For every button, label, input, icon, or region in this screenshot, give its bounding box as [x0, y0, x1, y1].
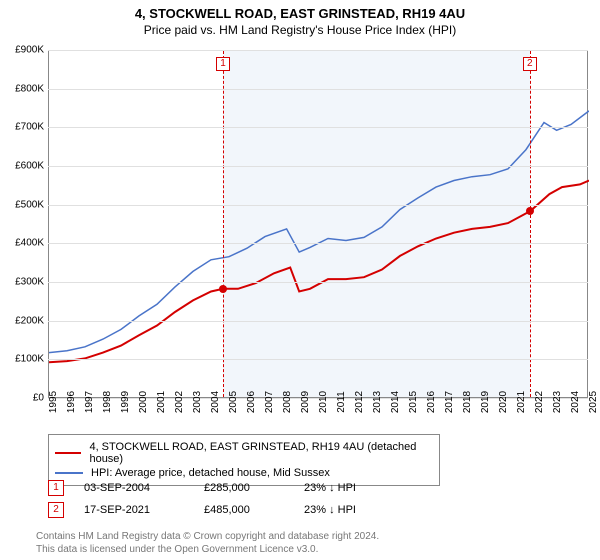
y-tick-label: £900K — [15, 45, 44, 56]
y-tick-label: £500K — [15, 199, 44, 210]
x-tick-label: 2019 — [480, 391, 491, 413]
y-gridline — [48, 50, 588, 51]
x-tick-label: 2023 — [552, 391, 563, 413]
sale-marker-box: 1 — [48, 480, 64, 496]
marker-vline — [223, 51, 224, 397]
sale-delta: 23% ↓ HPI — [304, 504, 356, 516]
chart-subtitle: Price paid vs. HM Land Registry's House … — [0, 23, 600, 37]
y-gridline — [48, 205, 588, 206]
x-tick-label: 2013 — [372, 391, 383, 413]
y-gridline — [48, 359, 588, 360]
sale-delta: 23% ↓ HPI — [304, 482, 356, 494]
sale-price: £485,000 — [204, 504, 284, 516]
chart-plot-area: 12 — [48, 50, 588, 398]
y-tick-label: £300K — [15, 277, 44, 288]
chart-title: 4, STOCKWELL ROAD, EAST GRINSTEAD, RH19 … — [0, 6, 600, 21]
y-gridline — [48, 282, 588, 283]
x-tick-label: 2005 — [228, 391, 239, 413]
legend: 4, STOCKWELL ROAD, EAST GRINSTEAD, RH19 … — [48, 434, 440, 486]
x-tick-label: 2017 — [444, 391, 455, 413]
x-tick-label: 2015 — [408, 391, 419, 413]
y-gridline — [48, 166, 588, 167]
x-tick-label: 2022 — [534, 391, 545, 413]
y-tick-label: £600K — [15, 161, 44, 172]
y-tick-label: £0 — [33, 393, 44, 404]
y-gridline — [48, 89, 588, 90]
x-tick-label: 2018 — [462, 391, 473, 413]
x-tick-label: 1996 — [66, 391, 77, 413]
legend-swatch — [55, 452, 81, 454]
legend-item: HPI: Average price, detached house, Mid … — [55, 467, 433, 479]
y-tick-label: £800K — [15, 83, 44, 94]
x-tick-label: 2010 — [318, 391, 329, 413]
series-hpi — [49, 111, 589, 353]
x-tick-label: 2006 — [246, 391, 257, 413]
x-tick-label: 2024 — [570, 391, 581, 413]
footer-line: This data is licensed under the Open Gov… — [36, 544, 379, 557]
sale-date: 17-SEP-2021 — [84, 504, 184, 516]
x-tick-label: 2007 — [264, 391, 275, 413]
x-tick-label: 2025 — [588, 391, 599, 413]
x-tick-label: 1997 — [84, 391, 95, 413]
x-tick-label: 2009 — [300, 391, 311, 413]
legend-item: 4, STOCKWELL ROAD, EAST GRINSTEAD, RH19 … — [55, 441, 433, 465]
legend-label: 4, STOCKWELL ROAD, EAST GRINSTEAD, RH19 … — [89, 441, 433, 465]
x-tick-label: 2020 — [498, 391, 509, 413]
sale-marker-box: 2 — [48, 502, 64, 518]
x-tick-label: 2021 — [516, 391, 527, 413]
x-tick-label: 2008 — [282, 391, 293, 413]
sale-row: 2 17-SEP-2021 £485,000 23% ↓ HPI — [48, 502, 588, 518]
x-tick-label: 2000 — [138, 391, 149, 413]
series-price-paid — [49, 181, 589, 363]
footer-attribution: Contains HM Land Registry data © Crown c… — [36, 531, 379, 556]
x-tick-label: 2016 — [426, 391, 437, 413]
chart-series-svg — [49, 51, 589, 399]
legend-label: HPI: Average price, detached house, Mid … — [91, 467, 330, 479]
x-tick-label: 2003 — [192, 391, 203, 413]
footer-line: Contains HM Land Registry data © Crown c… — [36, 531, 379, 544]
x-tick-label: 2012 — [354, 391, 365, 413]
marker-number-box: 1 — [216, 57, 230, 71]
x-tick-label: 2004 — [210, 391, 221, 413]
y-tick-label: £200K — [15, 315, 44, 326]
sale-row: 1 03-SEP-2004 £285,000 23% ↓ HPI — [48, 480, 588, 496]
y-gridline — [48, 321, 588, 322]
x-tick-label: 2001 — [156, 391, 167, 413]
x-tick-label: 1998 — [102, 391, 113, 413]
x-tick-label: 2011 — [336, 391, 347, 413]
sale-price: £285,000 — [204, 482, 284, 494]
y-tick-label: £100K — [15, 354, 44, 365]
marker-dot — [526, 207, 534, 215]
marker-vline — [530, 51, 531, 397]
legend-swatch — [55, 472, 83, 474]
sale-date: 03-SEP-2004 — [84, 482, 184, 494]
y-tick-label: £700K — [15, 122, 44, 133]
marker-dot — [219, 285, 227, 293]
x-tick-label: 2002 — [174, 391, 185, 413]
y-gridline — [48, 243, 588, 244]
y-gridline — [48, 127, 588, 128]
x-tick-label: 1995 — [48, 391, 59, 413]
x-tick-label: 2014 — [390, 391, 401, 413]
marker-number-box: 2 — [523, 57, 537, 71]
x-tick-label: 1999 — [120, 391, 131, 413]
y-tick-label: £400K — [15, 238, 44, 249]
